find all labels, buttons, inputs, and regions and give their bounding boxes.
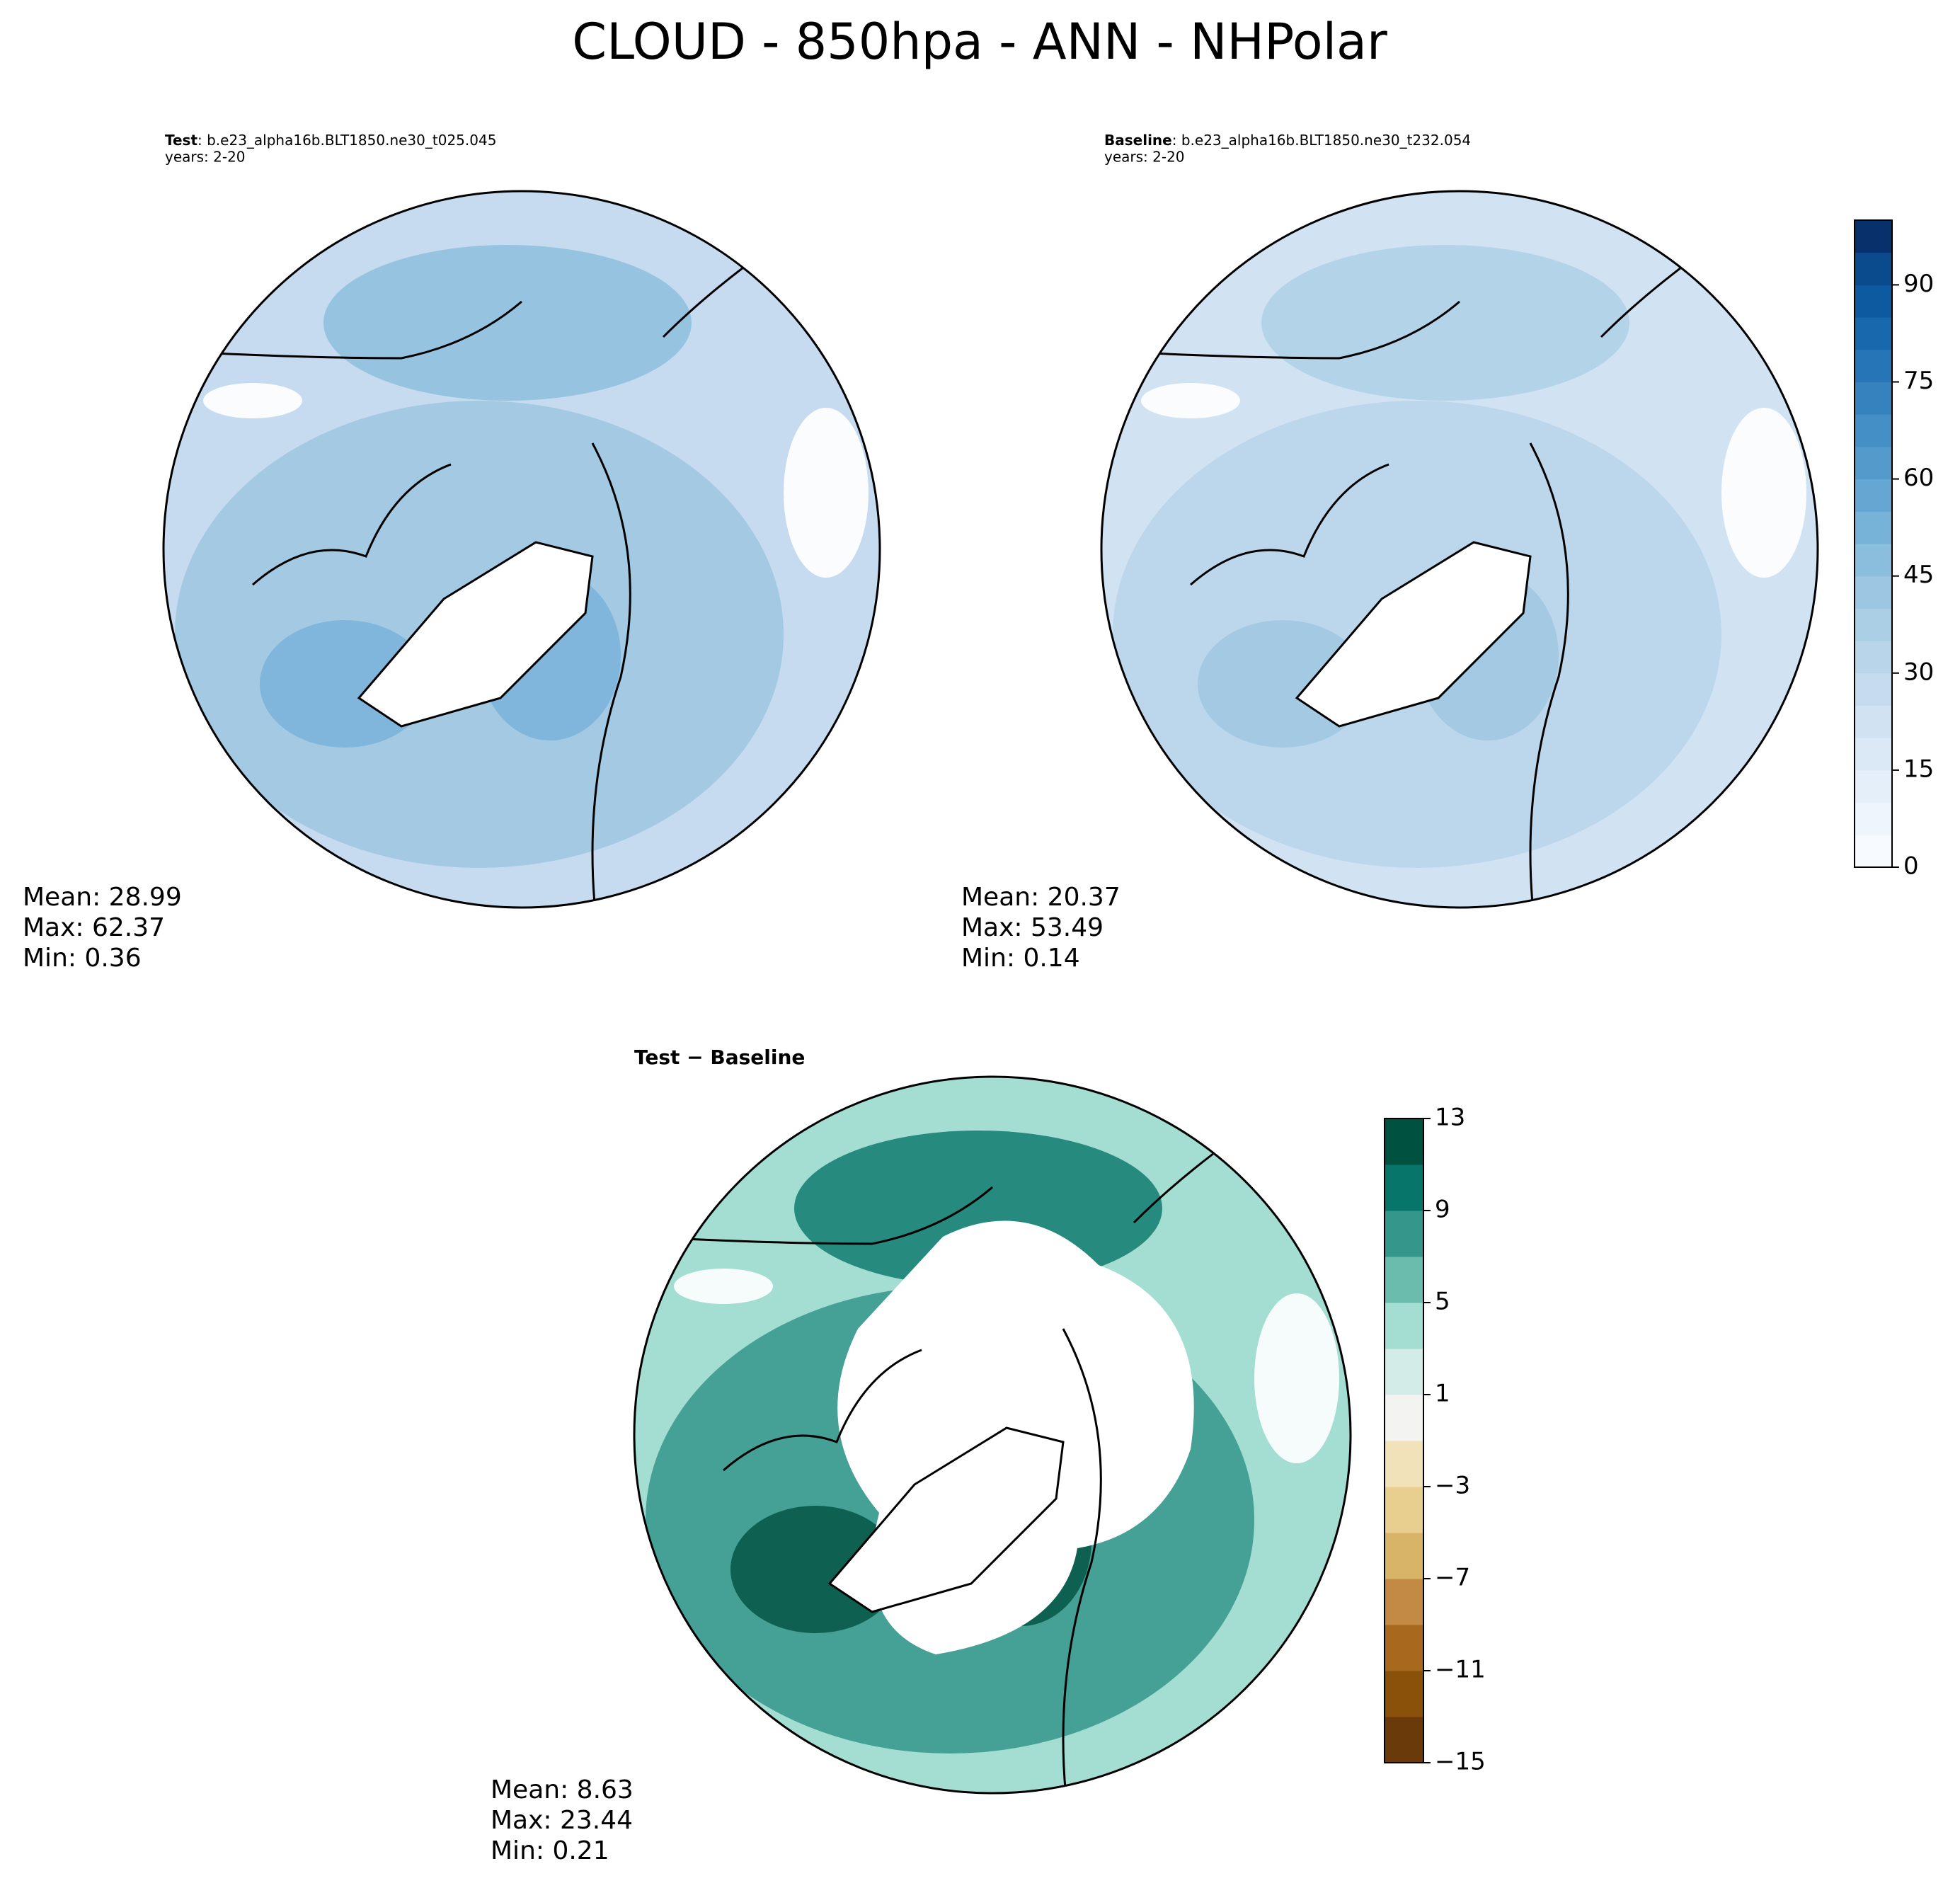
map-border <box>633 1075 1352 1795</box>
stat-text: Mean: 8.63 <box>491 1775 634 1804</box>
coastline <box>167 222 806 908</box>
colorbar-tick-label: 90 <box>1903 270 1934 298</box>
greenland <box>827 1426 1065 1613</box>
colorbar-tick-label: −11 <box>1435 1656 1486 1684</box>
colorbar-segment <box>1855 479 1892 512</box>
colorbar-segment <box>1855 511 1892 544</box>
coastline <box>1105 222 1743 908</box>
map-edge <box>674 1269 773 1304</box>
stat-text: Max: 62.37 <box>23 913 165 942</box>
panel-subtitle: Baseline: b.e23_alpha16b.BLT1850.ne30_t2… <box>1104 132 1471 149</box>
colorbar-tick-label: −3 <box>1435 1472 1470 1500</box>
subtitle-case: : b.e23_alpha16b.BLT1850.ne30_t232.054 <box>1172 132 1471 149</box>
map-edge <box>1141 383 1240 418</box>
colorbar-segment <box>1385 1579 1423 1625</box>
map-border <box>162 190 881 909</box>
map <box>1101 191 1818 908</box>
colorbar-segment <box>1855 738 1892 771</box>
colorbar-tick-label: 1 <box>1435 1380 1450 1408</box>
colorbar-segment <box>1385 1119 1423 1165</box>
colorbar-segment <box>1855 349 1892 382</box>
map <box>634 1077 1351 1793</box>
map-field <box>1261 245 1629 401</box>
colorbar-segment <box>1855 220 1892 253</box>
colorbar-segment <box>1855 705 1892 738</box>
stat-text: Mean: 20.37 <box>961 883 1121 912</box>
colorbar-segment <box>1385 1165 1423 1211</box>
colorbar-segment <box>1855 641 1892 674</box>
colorbar-segment <box>1855 252 1892 285</box>
map-edge <box>1721 408 1806 578</box>
colorbar-segment <box>1385 1303 1423 1349</box>
colorbar-segment <box>1855 317 1892 350</box>
panel-subtitle: Test − Baseline <box>634 1046 805 1069</box>
stat-text: Min: 0.36 <box>23 944 142 973</box>
subtitle-bold: Baseline <box>1104 132 1172 149</box>
colorbar-segment <box>1855 769 1892 803</box>
colorbar-segment <box>1385 1441 1423 1487</box>
stat-text: Min: 0.14 <box>961 944 1080 973</box>
colorbar-segment <box>1855 802 1892 835</box>
colorbar-tick-label: −7 <box>1435 1564 1470 1592</box>
colorbar-segment <box>1855 576 1892 609</box>
colorbar-segment <box>1855 446 1892 480</box>
colorbar-segment <box>1855 414 1892 447</box>
coastline <box>638 1108 1276 1793</box>
colorbar-segment <box>1385 1349 1423 1395</box>
colorbar-tick-label: −15 <box>1435 1748 1486 1776</box>
figure-title: CLOUD - 850hpa - ANN - NHPolar <box>572 13 1387 71</box>
colorbar-tick-label: 30 <box>1903 658 1934 686</box>
stat-text: Max: 53.49 <box>961 913 1104 942</box>
colorbar-tick-label: 5 <box>1435 1288 1450 1316</box>
colorbar-segment <box>1855 673 1892 706</box>
panel-years: years: 2-20 <box>165 149 246 166</box>
map-edge <box>1254 1293 1339 1463</box>
colorbar-tick-label: 45 <box>1903 561 1934 589</box>
stat-text: Max: 23.44 <box>491 1806 633 1835</box>
panel-years: years: 2-20 <box>1104 149 1185 166</box>
colorbar-segment <box>1385 1257 1423 1303</box>
colorbar-tick-label: 75 <box>1903 367 1934 395</box>
colorbar-tick-label: 15 <box>1903 755 1934 783</box>
colorbar-segment <box>1385 1717 1423 1763</box>
stat-text: Mean: 28.99 <box>23 883 182 912</box>
colorbar-tick-label: 9 <box>1435 1196 1450 1224</box>
map-edge <box>784 408 869 578</box>
colorbar-segment <box>1385 1625 1423 1671</box>
colorbar-tick-label: 13 <box>1435 1104 1465 1132</box>
map-border <box>1100 190 1819 909</box>
subtitle-bold: Test <box>165 132 197 149</box>
colorbar-segment <box>1385 1211 1423 1257</box>
colorbar-tick-label: 0 <box>1903 852 1919 881</box>
colorbar-segment <box>1855 544 1892 577</box>
colorbar-segment <box>1855 608 1892 641</box>
colorbar-segment <box>1855 835 1892 868</box>
colorbar-segment <box>1855 285 1892 318</box>
colorbar-segment <box>1385 1671 1423 1717</box>
stat-text: Min: 0.21 <box>491 1836 609 1865</box>
subtitle-case: : b.e23_alpha16b.BLT1850.ne30_t025.045 <box>197 132 496 149</box>
map <box>164 191 880 908</box>
map-field <box>323 245 692 401</box>
colorbar-segment <box>1385 1395 1423 1441</box>
colorbar-segment <box>1385 1487 1423 1533</box>
colorbar-frame <box>1854 219 1893 868</box>
colorbar-segment <box>1385 1533 1423 1579</box>
colorbar-tick-label: 60 <box>1903 464 1934 492</box>
map-edge <box>203 383 302 418</box>
panel-subtitle: Test: b.e23_alpha16b.BLT1850.ne30_t025.0… <box>165 132 496 149</box>
greenland <box>1295 541 1532 728</box>
colorbar-segment <box>1855 382 1892 415</box>
colorbar-frame <box>1384 1118 1424 1763</box>
greenland <box>357 541 594 728</box>
